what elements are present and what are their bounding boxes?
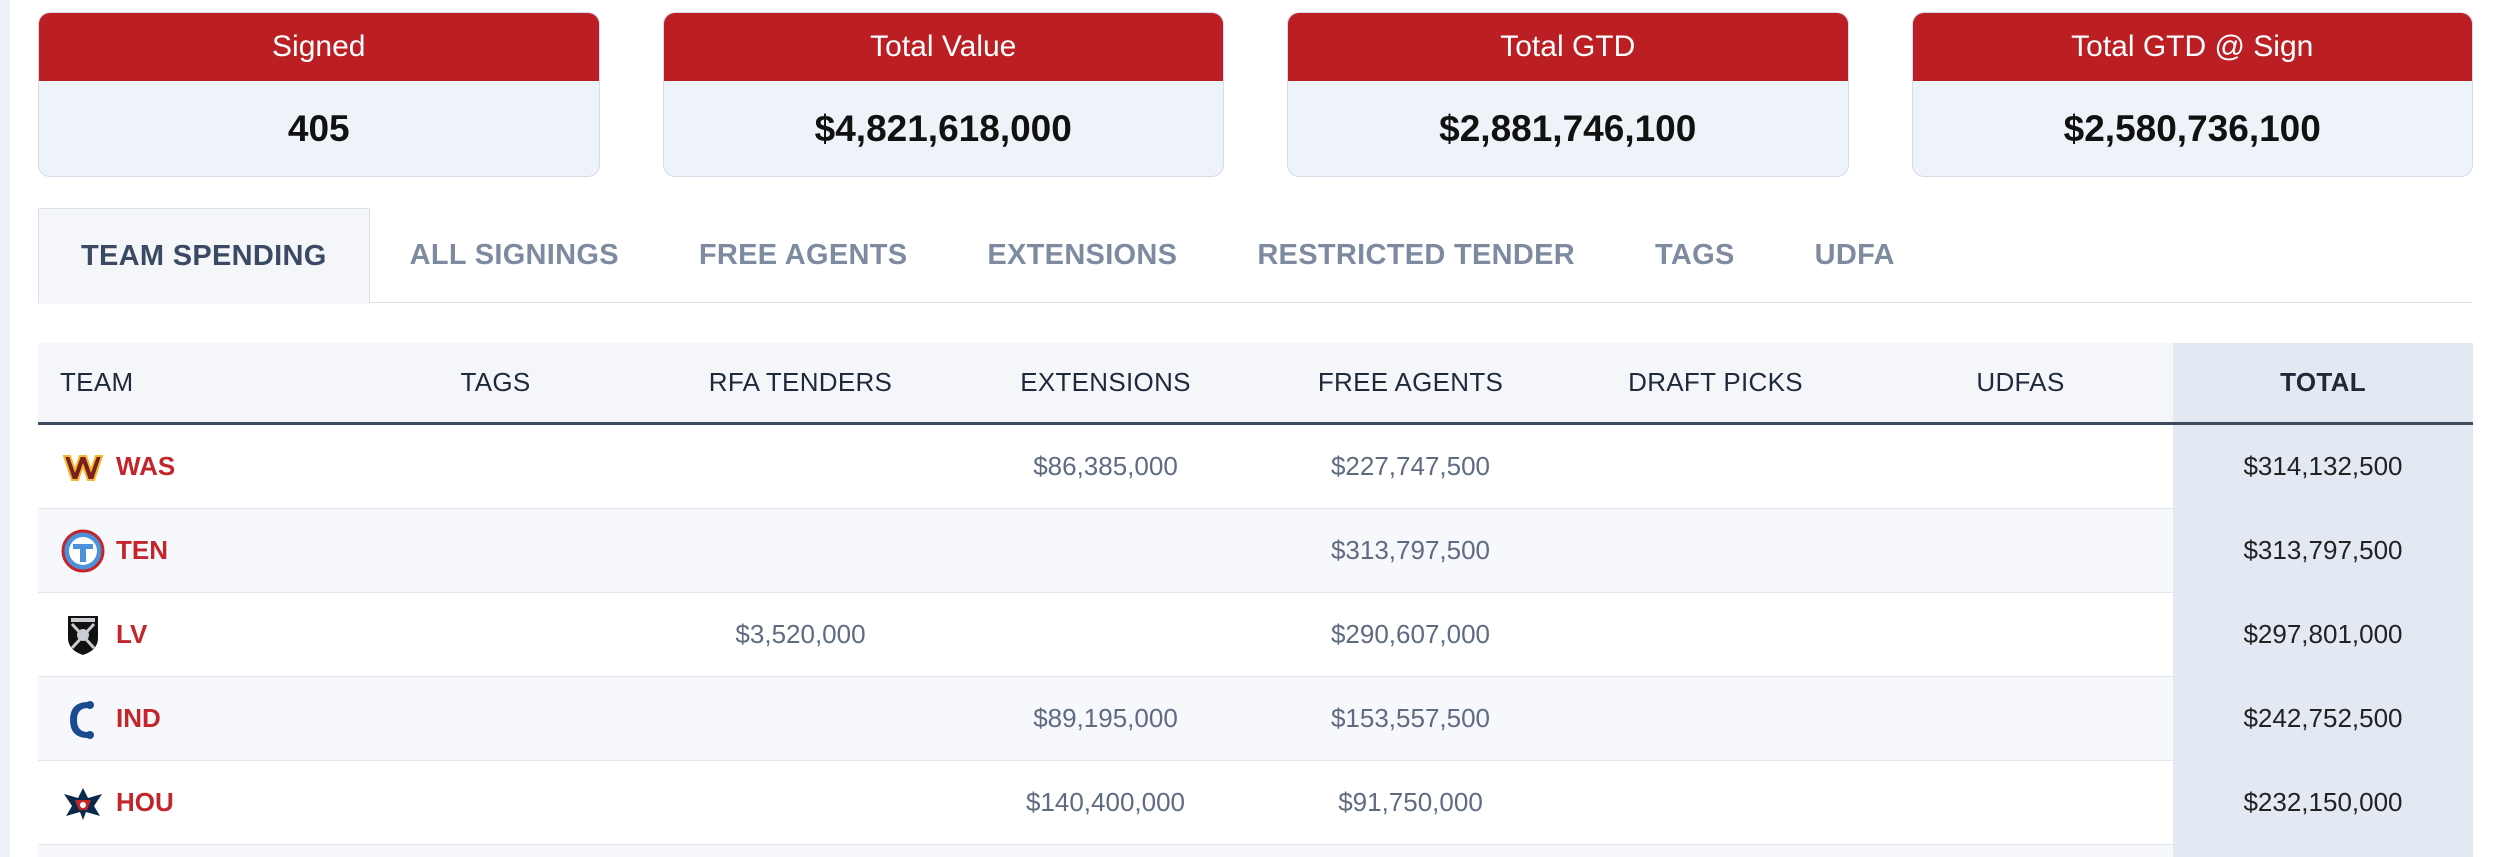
- column-header-rfa-tenders[interactable]: RFA TENDERS: [708, 367, 893, 397]
- stat-card-value: $2,580,736,100: [2063, 107, 2321, 149]
- commanders-logo-icon: [60, 444, 106, 490]
- team-abbr: TEN: [116, 535, 168, 565]
- draft-picks-cell: [1563, 761, 1868, 844]
- tab-free-agents[interactable]: FREE AGENTS: [698, 239, 908, 271]
- free-agents-cell: $153,557,500: [1330, 703, 1491, 733]
- tags-cell: [343, 845, 648, 857]
- draft-picks-cell: [1563, 593, 1868, 676]
- draft-picks-cell: [1563, 845, 1868, 857]
- rfa-cell: [648, 677, 953, 760]
- rfa-cell: [648, 425, 953, 508]
- extensions-cell: [953, 593, 1258, 676]
- team-cell: [38, 845, 343, 857]
- extensions-cell: [953, 845, 1258, 857]
- column-header-total[interactable]: TOTAL: [2173, 343, 2473, 422]
- rfa-cell: $3,520,000: [735, 619, 866, 649]
- tab-restricted-tender[interactable]: RESTRICTED TENDER: [1257, 239, 1575, 271]
- rfa-cell: [648, 509, 953, 592]
- free-agents-cell: $313,797,500: [1330, 535, 1491, 565]
- stat-card-label: Total GTD @ Sign: [1912, 13, 2472, 81]
- tags-cell: [343, 593, 648, 676]
- titans-logo-icon: [60, 528, 106, 574]
- udfas-cell: [1868, 593, 2173, 676]
- table-row: LV $3,520,000 $290,607,000 $297,801,000: [38, 593, 2473, 677]
- tab-udfa[interactable]: UDFA: [1814, 239, 1895, 271]
- team-abbr: HOU: [116, 787, 174, 817]
- udfas-cell: [1868, 425, 2173, 508]
- free-agents-cell: $290,607,000: [1330, 619, 1491, 649]
- rfa-cell: [648, 845, 953, 857]
- stat-card-label: Total GTD: [1288, 13, 1848, 81]
- tags-cell: [343, 425, 648, 508]
- column-header-draft-picks[interactable]: DRAFT PICKS: [1628, 367, 1803, 397]
- team-cell[interactable]: WAS: [38, 425, 343, 508]
- stat-cards: Signed 405 Total Value $4,821,618,000 To…: [38, 12, 2473, 177]
- tab-all-signings[interactable]: ALL SIGNINGS: [409, 239, 619, 271]
- stat-card-signed: Signed 405: [38, 12, 600, 177]
- total-cell: $314,132,500: [2173, 425, 2473, 508]
- udfas-cell: [1868, 845, 2173, 857]
- team-cell[interactable]: IND: [38, 677, 343, 760]
- table-row: HOU $140,400,000 $91,750,000 $232,150,00…: [38, 761, 2473, 845]
- stat-card-label: Total Value: [663, 13, 1223, 81]
- tags-cell: [343, 677, 648, 760]
- team-cell[interactable]: LV: [38, 593, 343, 676]
- team-cell[interactable]: TEN: [38, 509, 343, 592]
- tab-bar: TEAM SPENDING ALL SIGNINGS FREE AGENTS E…: [38, 208, 2473, 304]
- total-cell: $242,752,500: [2173, 677, 2473, 760]
- stat-card-total-value: Total Value $4,821,618,000: [662, 12, 1224, 177]
- total-cell: $313,797,500: [2173, 509, 2473, 592]
- free-agents-cell: [1258, 845, 1563, 857]
- stat-card-total-gtd-at-sign: Total GTD @ Sign $2,580,736,100: [1911, 12, 2473, 177]
- column-header-tags[interactable]: TAGS: [460, 367, 531, 397]
- free-agents-cell: $91,750,000: [1338, 787, 1483, 817]
- left-rail: [0, 0, 10, 857]
- extensions-cell: $86,385,000: [1033, 451, 1178, 481]
- team-cell[interactable]: HOU: [38, 761, 343, 844]
- tab-team-spending[interactable]: TEAM SPENDING: [38, 208, 370, 304]
- udfas-cell: [1868, 761, 2173, 844]
- table-header: TEAM TAGS RFA TENDERS EXTENSIONS FREE AG…: [38, 343, 2473, 425]
- stat-card-label: Signed: [39, 13, 599, 81]
- draft-picks-cell: [1563, 509, 1868, 592]
- column-header-udfas[interactable]: UDFAS: [1976, 367, 2065, 397]
- udfas-cell: [1868, 509, 2173, 592]
- extensions-cell: [953, 509, 1258, 592]
- table-row: WAS $86,385,000 $227,747,500 $314,132,50…: [38, 425, 2473, 509]
- team-abbr: IND: [116, 703, 161, 733]
- total-cell: $232,150,000: [2173, 761, 2473, 844]
- tags-cell: [343, 761, 648, 844]
- extensions-cell: $140,400,000: [1025, 787, 1186, 817]
- column-header-extensions[interactable]: EXTENSIONS: [1020, 367, 1191, 397]
- team-abbr: WAS: [116, 451, 176, 481]
- stat-card-value: 405: [287, 107, 350, 149]
- total-cell: $297,801,000: [2173, 593, 2473, 676]
- table-row: TEN $313,797,500 $313,797,500: [38, 509, 2473, 593]
- total-cell: [2173, 845, 2473, 857]
- column-header-team[interactable]: TEAM: [60, 367, 134, 397]
- draft-picks-cell: [1563, 677, 1868, 760]
- column-header-free-agents[interactable]: FREE AGENTS: [1317, 367, 1504, 397]
- texans-logo-icon: [60, 780, 106, 826]
- stat-card-value: $4,821,618,000: [814, 107, 1072, 149]
- stat-card-total-gtd: Total GTD $2,881,746,100: [1287, 12, 1849, 177]
- colts-logo-icon: [60, 696, 106, 742]
- stat-card-value: $2,881,746,100: [1439, 107, 1697, 149]
- team-spending-table: TEAM TAGS RFA TENDERS EXTENSIONS FREE AG…: [38, 343, 2473, 857]
- team-abbr: LV: [116, 619, 148, 649]
- raiders-logo-icon: [60, 612, 106, 658]
- extensions-cell: $89,195,000: [1033, 703, 1178, 733]
- draft-picks-cell: [1563, 425, 1868, 508]
- table-row: IND $89,195,000 $153,557,500 $242,752,50…: [38, 677, 2473, 761]
- tab-extensions[interactable]: EXTENSIONS: [987, 239, 1178, 271]
- tags-cell: [343, 509, 648, 592]
- udfas-cell: [1868, 677, 2173, 760]
- free-agents-cell: $227,747,500: [1330, 451, 1491, 481]
- tab-tags[interactable]: TAGS: [1654, 239, 1735, 271]
- rfa-cell: [648, 761, 953, 844]
- table-row: [38, 845, 2473, 857]
